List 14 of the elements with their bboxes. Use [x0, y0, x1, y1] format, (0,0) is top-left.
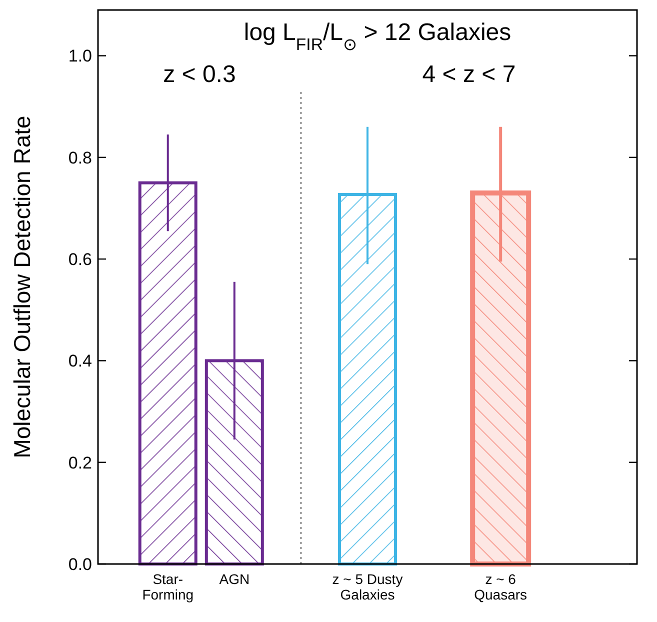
y-tick-label: 1.0: [68, 46, 92, 66]
y-tick-label: 0.8: [68, 148, 92, 168]
annotation: z < 0.3: [163, 61, 236, 88]
text: log L$_{FIR}$/L$_{⊙}$ > 12 Galaxies: [244, 19, 512, 54]
x-tick-label: z ~ 5 Dusty Galaxies: [332, 571, 403, 602]
y-tick-label: 0.6: [68, 250, 92, 269]
y-tick-label: 0.2: [68, 453, 92, 472]
y-axis-title: Molecular Outflow Detection Rate: [9, 116, 35, 458]
x-tick-label: Star-Forming: [142, 571, 194, 602]
annotation: 4 < z < 7: [422, 61, 516, 88]
y-tick-label: 0.4: [68, 352, 92, 371]
x-tick-label: z ~ 6 Quasars: [474, 571, 528, 602]
y-tick-label: 0.0: [68, 554, 92, 574]
x-tick-label: AGN: [219, 571, 250, 587]
